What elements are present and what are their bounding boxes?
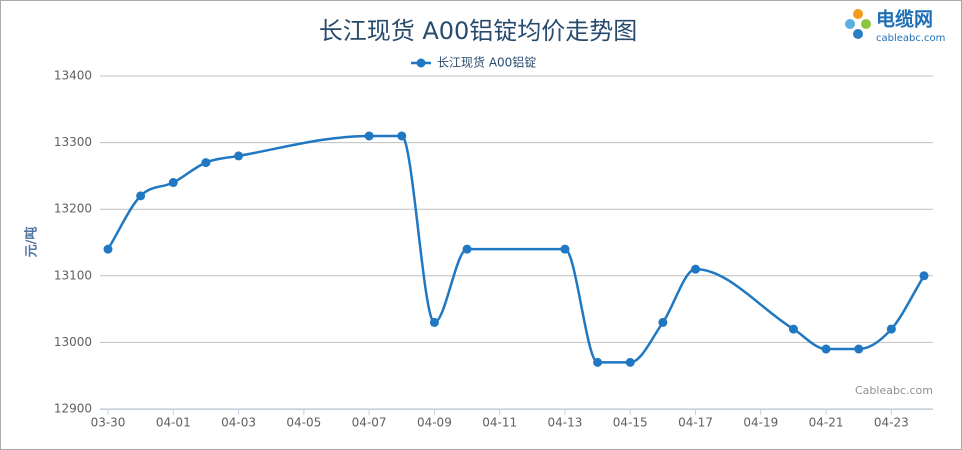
point <box>886 324 896 334</box>
chart-title: 长江现货 A00铝锭均价走势图 <box>319 17 638 45</box>
x-tick-label: 04-03 <box>221 416 256 430</box>
logo-dot <box>845 19 855 29</box>
legend-item: 长江现货 A00铝锭 <box>411 55 536 70</box>
point <box>234 151 244 161</box>
point <box>658 317 668 327</box>
x-tick-label: 04-19 <box>743 416 778 430</box>
x-tick-label: 04-01 <box>156 416 191 430</box>
logo: 电缆网 cableabc.com <box>845 8 945 44</box>
legend-marker <box>416 58 426 68</box>
x-tick-label: 04-17 <box>678 416 713 430</box>
point <box>397 131 407 141</box>
point <box>691 264 701 274</box>
y-tick-label: 13100 <box>54 268 92 282</box>
y-tick-label: 13200 <box>54 202 92 216</box>
point <box>919 271 929 281</box>
point <box>201 158 211 168</box>
y-tick-label: 13400 <box>54 69 92 83</box>
x-tick-label: 04-21 <box>809 416 844 430</box>
y-tick-label: 13000 <box>54 335 92 349</box>
y-tick-label: 12900 <box>54 402 92 416</box>
point <box>593 357 603 367</box>
y-axis-label: 元/吨 <box>24 227 40 258</box>
x-tick-label: 04-13 <box>548 416 583 430</box>
point <box>560 244 570 254</box>
point <box>429 317 439 327</box>
point <box>364 131 374 141</box>
line <box>106 134 926 364</box>
point <box>821 344 831 354</box>
logo-site: cableabc.com <box>876 33 945 44</box>
x-tick-label: 04-09 <box>417 416 452 430</box>
logo-dot <box>853 9 863 19</box>
x-tick-label: 04-23 <box>874 416 909 430</box>
x-tick-label: 04-11 <box>482 416 517 430</box>
x-tick-label: 04-05 <box>286 416 321 430</box>
x-tick-label: 04-15 <box>613 416 648 430</box>
legend-label: 长江现货 A00铝锭 <box>437 55 536 70</box>
logo-name: 电缆网 <box>876 8 933 31</box>
logo-dot <box>861 19 871 29</box>
y-tick-label: 13300 <box>54 135 92 149</box>
point <box>136 191 146 201</box>
x-tick-label: 04-07 <box>352 416 387 430</box>
logo-dot <box>853 29 863 39</box>
point <box>103 244 113 254</box>
point <box>462 244 472 254</box>
point <box>625 357 635 367</box>
point <box>788 324 798 334</box>
point <box>854 344 864 354</box>
point <box>168 178 178 188</box>
credits: Cableabc.com <box>855 384 933 397</box>
x-tick-label: 03-30 <box>91 416 126 430</box>
